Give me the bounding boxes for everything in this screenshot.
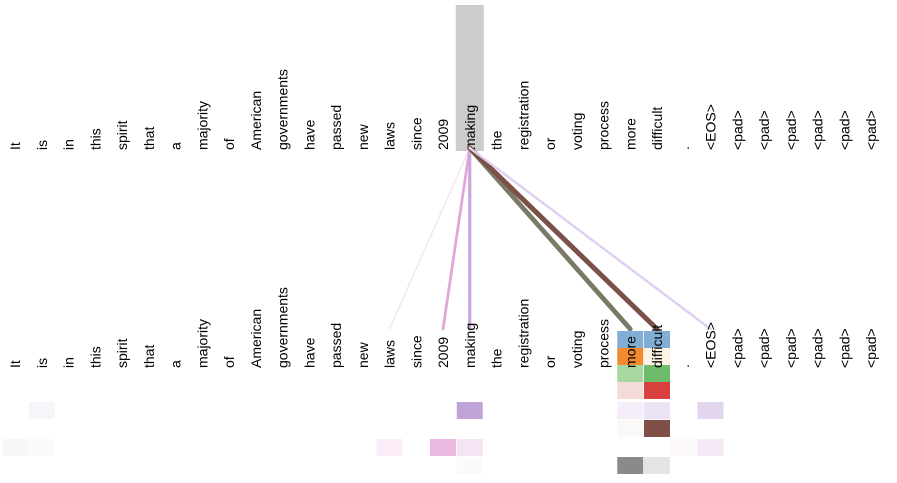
target-token-label[interactable]: is bbox=[34, 358, 50, 368]
source-token-label[interactable]: <pad> bbox=[729, 110, 745, 150]
attention-head-cell bbox=[697, 439, 724, 456]
target-token-label[interactable]: It bbox=[7, 360, 23, 368]
target-token-label[interactable]: <pad> bbox=[756, 328, 772, 368]
target-token-label[interactable]: new bbox=[355, 341, 371, 368]
attention-head-cell bbox=[28, 402, 55, 419]
source-token-label[interactable]: difficult bbox=[649, 107, 665, 150]
source-token-label[interactable]: in bbox=[61, 139, 77, 150]
attention-head-cell bbox=[456, 402, 483, 419]
attention-head-cell bbox=[617, 348, 644, 365]
attention-head-cell bbox=[617, 382, 644, 399]
source-token-label[interactable]: that bbox=[141, 127, 157, 150]
target-token-label[interactable]: making bbox=[462, 323, 478, 368]
attention-head-cell bbox=[28, 439, 55, 456]
attention-head-cell bbox=[456, 457, 483, 474]
target-token-label[interactable]: governments bbox=[275, 287, 291, 368]
selected-token-highlight bbox=[455, 5, 484, 151]
source-token-label[interactable]: or bbox=[542, 137, 558, 150]
source-token-label[interactable]: laws bbox=[382, 122, 398, 150]
source-token-label[interactable]: since bbox=[408, 117, 424, 150]
target-token-label[interactable]: since bbox=[408, 335, 424, 368]
source-token-label[interactable]: <pad> bbox=[783, 110, 799, 150]
attention-edge bbox=[467, 145, 660, 332]
attention-head-cell bbox=[617, 420, 644, 437]
attention-head-cell bbox=[2, 439, 28, 456]
attention-head-cell bbox=[644, 365, 670, 382]
attention-head-cell bbox=[456, 439, 483, 456]
target-token-label[interactable]: process bbox=[596, 319, 612, 368]
source-token-label[interactable]: this bbox=[87, 128, 103, 150]
attention-head-cell bbox=[644, 457, 670, 474]
target-token-label[interactable]: spirit bbox=[114, 338, 130, 368]
source-token-label[interactable]: 2009 bbox=[435, 119, 451, 150]
source-token-label[interactable]: process bbox=[596, 101, 612, 150]
target-token-label[interactable]: majority bbox=[194, 319, 210, 368]
target-token-label[interactable]: <EOS> bbox=[703, 322, 719, 368]
source-token-label[interactable]: majority bbox=[194, 101, 210, 150]
source-token-label[interactable]: <EOS> bbox=[703, 104, 719, 150]
source-token-label[interactable]: <pad> bbox=[836, 110, 852, 150]
source-token-label[interactable]: <pad> bbox=[863, 110, 879, 150]
attention-head-cell bbox=[376, 439, 403, 456]
source-token-label[interactable]: is bbox=[34, 140, 50, 150]
target-token-label[interactable]: difficult bbox=[649, 325, 665, 368]
source-token-label[interactable]: spirit bbox=[114, 120, 130, 150]
source-token-label[interactable]: voting bbox=[569, 113, 585, 150]
source-token-label[interactable]: . bbox=[676, 146, 692, 150]
target-token-label[interactable]: of bbox=[221, 356, 237, 368]
target-token-label[interactable]: laws bbox=[382, 340, 398, 368]
source-token-label[interactable]: governments bbox=[275, 69, 291, 150]
source-token-label[interactable]: the bbox=[489, 130, 505, 150]
attention-head-cell bbox=[697, 402, 724, 419]
source-token-label[interactable]: It bbox=[7, 142, 23, 150]
target-token-label[interactable]: in bbox=[61, 357, 77, 368]
attention-head-cell bbox=[617, 457, 644, 474]
attention-edge bbox=[441, 146, 472, 331]
target-token-label[interactable]: <pad> bbox=[783, 328, 799, 368]
attention-head-cell bbox=[644, 331, 670, 348]
target-token-label[interactable]: <pad> bbox=[810, 328, 826, 368]
target-token-label[interactable]: <pad> bbox=[863, 328, 879, 368]
target-token-label[interactable]: registration bbox=[515, 299, 531, 368]
source-token-label[interactable]: <pad> bbox=[810, 110, 826, 150]
source-token-label[interactable]: <pad> bbox=[756, 110, 772, 150]
attention-head-cell bbox=[617, 331, 644, 348]
source-token-label[interactable]: new bbox=[355, 123, 371, 150]
target-token-label[interactable]: American bbox=[248, 309, 264, 368]
target-token-label[interactable]: that bbox=[141, 345, 157, 368]
target-token-label[interactable]: <pad> bbox=[729, 328, 745, 368]
target-token-label[interactable]: have bbox=[301, 337, 317, 368]
attention-edge bbox=[467, 145, 633, 332]
target-token-label[interactable]: a bbox=[168, 360, 184, 368]
target-token-label[interactable]: the bbox=[489, 348, 505, 368]
target-token-label[interactable]: . bbox=[676, 364, 692, 368]
source-token-label[interactable]: a bbox=[168, 142, 184, 150]
attention-head-cell bbox=[617, 402, 644, 419]
attention-head-cell bbox=[644, 402, 670, 419]
source-token-label[interactable]: of bbox=[221, 138, 237, 150]
source-token-label[interactable]: registration bbox=[515, 81, 531, 150]
attention-head-cell bbox=[644, 348, 670, 365]
attention-edge bbox=[468, 146, 712, 331]
target-token-label[interactable]: more bbox=[622, 336, 638, 368]
attention-head-cell bbox=[644, 420, 670, 437]
target-token-label[interactable]: <pad> bbox=[836, 328, 852, 368]
attention-head-cell bbox=[617, 365, 644, 382]
attention-edge bbox=[388, 147, 471, 330]
source-token-label[interactable]: passed bbox=[328, 105, 344, 150]
target-token-label[interactable]: 2009 bbox=[435, 337, 451, 368]
target-token-label[interactable]: voting bbox=[569, 331, 585, 368]
target-token-label[interactable]: passed bbox=[328, 323, 344, 368]
attention-head-cell bbox=[644, 382, 670, 399]
attention-head-cell bbox=[430, 439, 456, 456]
attention-head-cell bbox=[670, 439, 697, 456]
source-token-label[interactable]: more bbox=[622, 118, 638, 150]
target-token-label[interactable]: or bbox=[542, 355, 558, 368]
source-token-label[interactable]: American bbox=[248, 91, 264, 150]
target-token-label[interactable]: this bbox=[87, 346, 103, 368]
source-token-label[interactable]: making bbox=[462, 105, 478, 150]
source-token-label[interactable]: have bbox=[301, 119, 317, 150]
